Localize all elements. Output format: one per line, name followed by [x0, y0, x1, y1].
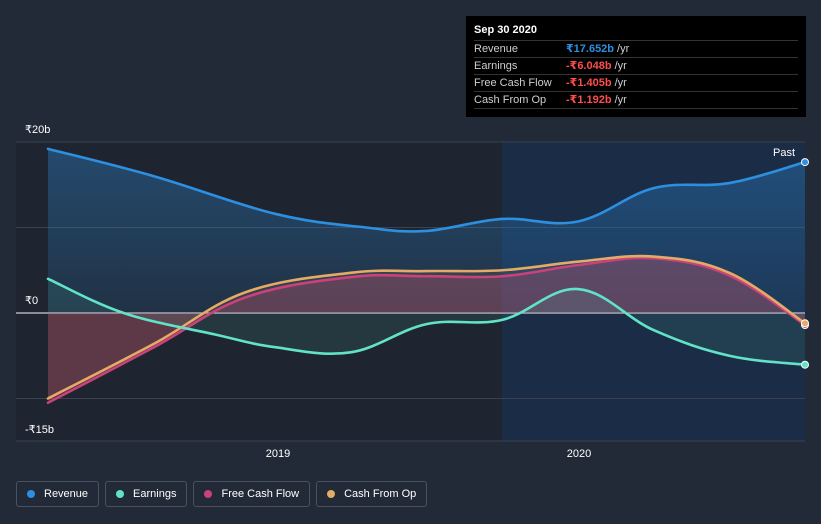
y-tick-label-zero: ₹0 [25, 295, 39, 307]
tooltip-value: -₹1.405b [566, 77, 612, 89]
revenue-end-point [801, 158, 809, 167]
tooltip-value: -₹6.048b [566, 60, 612, 72]
tooltip-unit: /yr [614, 77, 627, 89]
tooltip-label: Cash From Op [474, 94, 547, 106]
tooltip-unit: /yr [614, 94, 627, 106]
legend-item-earnings[interactable]: Earnings [105, 481, 188, 507]
legend-label: Earnings [133, 488, 177, 500]
tooltip-label: Earnings [474, 60, 518, 72]
tooltip-label: Free Cash Flow [474, 77, 552, 89]
cash-from-op-area [48, 256, 805, 399]
earnings-end-point [801, 360, 809, 369]
legend-item-free-cash-flow[interactable]: Free Cash Flow [193, 481, 311, 507]
y-tick-label-top: ₹20b [25, 124, 51, 136]
earnings-line [46, 277, 807, 367]
cash-from-op-line [46, 254, 807, 400]
legend-label: Free Cash Flow [221, 488, 300, 500]
legend-label: Revenue [44, 488, 89, 500]
cash-from-op-end-point [801, 319, 809, 328]
tooltip-row-cash-from-op: Cash From Op -₹1.192b /yr [474, 92, 798, 109]
chart-legend: Revenue Earnings Free Cash Flow Cash Fro… [16, 481, 428, 507]
tooltip-value: ₹17.652b [566, 43, 615, 55]
y-tick-label-bottom: -₹15b [25, 424, 55, 436]
past-label: Past [773, 147, 796, 159]
tooltip-unit: /yr [617, 43, 630, 55]
tooltip-value: -₹1.192b [566, 94, 612, 106]
earnings-area [48, 278, 805, 365]
revenue-line [46, 147, 807, 233]
free-cash-flow-area [48, 257, 805, 403]
tooltip-row-free-cash-flow: Free Cash Flow -₹1.405b /yr [474, 75, 798, 92]
x-tick-label-2019: 2019 [265, 448, 291, 460]
tooltip-label: Revenue [474, 43, 519, 55]
tooltip-row-revenue: Revenue ₹17.652b /yr [474, 41, 798, 58]
legend-dot-icon [116, 490, 125, 498]
tooltip-unit: /yr [614, 60, 627, 72]
legend-label: Cash From Op [344, 488, 417, 500]
x-tick-label-2020: 2020 [566, 448, 592, 460]
legend-item-revenue[interactable]: Revenue [16, 481, 100, 507]
tooltip-row-earnings: Earnings -₹6.048b /yr [474, 58, 798, 75]
legend-dot-icon [204, 490, 213, 498]
legend-dot-icon [27, 490, 35, 498]
legend-item-cash-from-op[interactable]: Cash From Op [316, 481, 428, 507]
data-tooltip: Sep 30 2020 Revenue ₹17.652b /yr Earning… [466, 16, 806, 117]
tooltip-date: Sep 30 2020 [474, 24, 798, 41]
legend-dot-icon [327, 490, 336, 498]
